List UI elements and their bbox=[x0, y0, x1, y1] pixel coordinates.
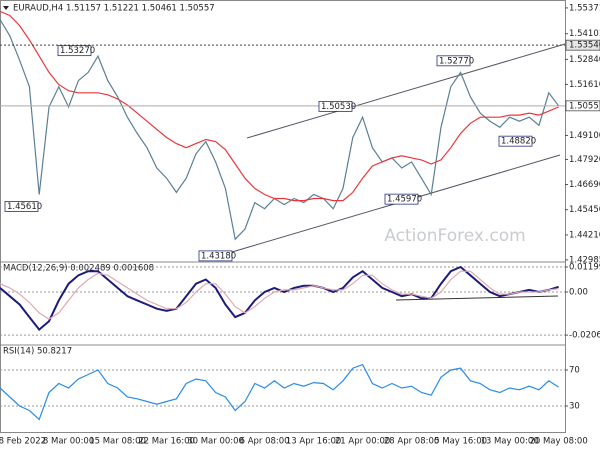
y-tick-label: 0.011995 bbox=[569, 263, 600, 273]
y-tick-label: 1.47920 bbox=[569, 155, 600, 165]
level-label: 1.50557 bbox=[569, 101, 600, 111]
annotation-label: 1.53270 bbox=[60, 46, 95, 56]
x-tick-label: 30 Mar 00:00 bbox=[187, 437, 244, 447]
plot-frame bbox=[0, 0, 566, 433]
x-tick-label: 28 Feb 2022 bbox=[0, 437, 46, 447]
x-tick-label: 15 Mar 08:00 bbox=[89, 437, 146, 447]
annotation-label: 1.43180 bbox=[201, 251, 236, 261]
annotation-label: 1.45970 bbox=[387, 195, 422, 205]
x-tick-label: 22 Mar 16:00 bbox=[138, 437, 195, 447]
series-line bbox=[0, 10, 559, 202]
channel-upper bbox=[246, 43, 566, 139]
annotation-box bbox=[498, 135, 533, 147]
x-tick-label: 6 Apr 08:00 bbox=[240, 437, 290, 447]
series-line bbox=[0, 270, 559, 320]
annotation-box bbox=[198, 250, 233, 262]
y-tick-label: 1.42985 bbox=[569, 255, 600, 265]
y-tick-label: 1.51610 bbox=[569, 80, 600, 90]
y-tick-label: 1.45450 bbox=[569, 205, 600, 215]
x-tick-label: 28 Apr 08:00 bbox=[384, 437, 439, 447]
y-tick-label: 1.49100 bbox=[569, 131, 600, 141]
series-line bbox=[0, 363, 559, 421]
y-tick-label: 0.00 bbox=[569, 288, 588, 298]
series-line bbox=[0, 19, 560, 241]
x-tick-label: 21 Apr 00:00 bbox=[335, 437, 390, 447]
level-box bbox=[565, 39, 600, 51]
annotation-box bbox=[318, 100, 353, 112]
x-tick-label: 13 Apr 16:00 bbox=[286, 437, 341, 447]
x-tick-label: 5 May 16:00 bbox=[434, 437, 487, 447]
level-label: 1.53540 bbox=[569, 41, 600, 51]
watermark: ActionForex.com bbox=[384, 226, 525, 246]
y-tick-label: 1.46690 bbox=[569, 180, 600, 190]
level-box bbox=[565, 100, 600, 112]
y-tick-label: 70 bbox=[569, 366, 580, 376]
x-tick-label: 13 May 00:00 bbox=[480, 437, 538, 447]
macd-trendline bbox=[395, 295, 559, 301]
x-tick-label: 20 May 08:00 bbox=[529, 437, 587, 447]
y-tick-label: 1.52840 bbox=[569, 55, 600, 65]
annotation-label: 1.45610 bbox=[7, 202, 42, 212]
y-tick-label: -0.020649 bbox=[569, 331, 600, 341]
annotation-label: 1.52770 bbox=[439, 56, 474, 66]
annotation-box bbox=[384, 193, 419, 205]
annotation-label: 1.48820 bbox=[501, 137, 536, 147]
x-tick-label: 8 Mar 00:00 bbox=[43, 437, 94, 447]
rsi-title: RSI(14) 50.8217 bbox=[3, 347, 72, 357]
y-tick-label: 1.44210 bbox=[569, 230, 600, 240]
annotation-label: 1.50530 bbox=[321, 102, 356, 112]
y-tick-label: 30 bbox=[569, 402, 580, 412]
annotation-box bbox=[436, 55, 471, 67]
annotation-box bbox=[4, 201, 39, 212]
menu-arrow[interactable] bbox=[3, 6, 9, 10]
chart-title: EURAUD,H4 1.51157 1.51221 1.50461 1.5055… bbox=[13, 4, 215, 14]
macd-title: MACD(12,26,9) 0.002489 0.001608 bbox=[3, 264, 154, 274]
annotation-box bbox=[57, 45, 92, 57]
